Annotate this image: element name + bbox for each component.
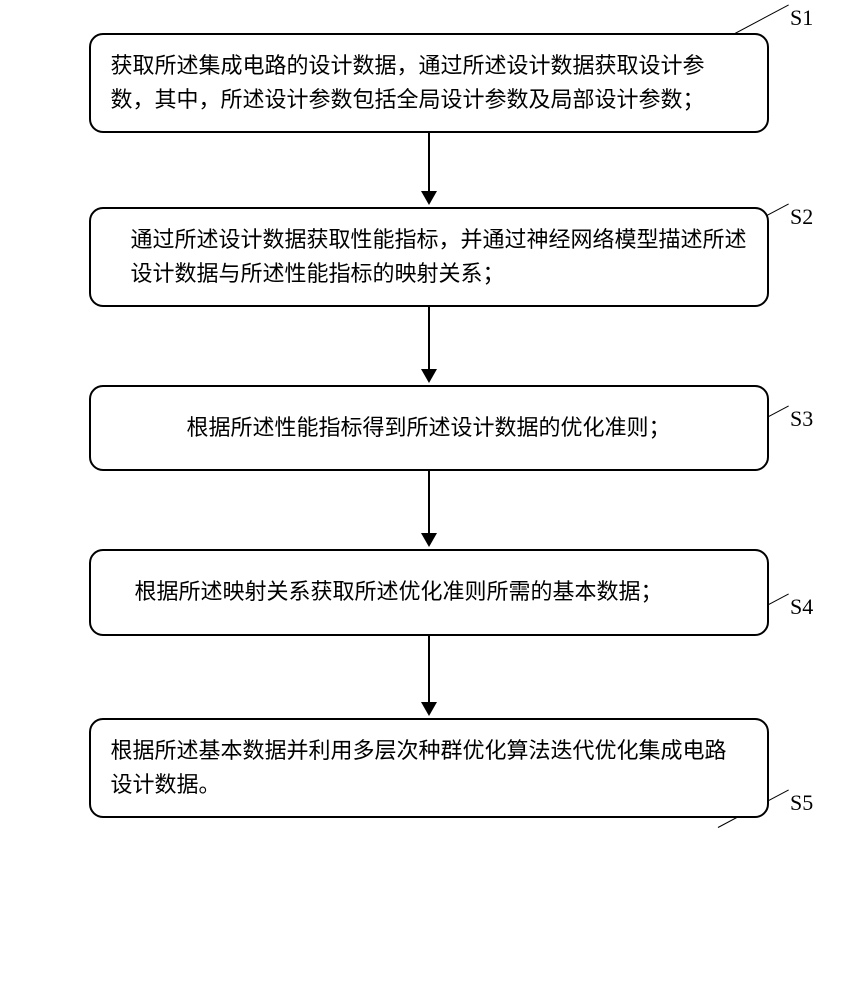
- step-label-s5: S5: [790, 790, 813, 816]
- step-label-s2: S2: [790, 204, 813, 230]
- arrow-s4-s5: [89, 636, 769, 718]
- step-label-s1: S1: [790, 5, 813, 31]
- step-text-s5: 根据所述基本数据并利用多层次种群优化算法迭代优化集成电路设计数据。: [111, 734, 747, 802]
- arrow-s2-s3: [89, 307, 769, 385]
- flowchart-step-s5: 根据所述基本数据并利用多层次种群优化算法迭代优化集成电路设计数据。: [89, 718, 769, 818]
- step-text-s4: 根据所述映射关系获取所述优化准则所需的基本数据；: [111, 575, 747, 609]
- flowchart-step-s2: 通过所述设计数据获取性能指标，并通过神经网络模型描述所述设计数据与所述性能指标的…: [89, 207, 769, 307]
- step-label-s3: S3: [790, 406, 813, 432]
- flowchart-step-s1: 获取所述集成电路的设计数据，通过所述设计数据获取设计参数，其中，所述设计参数包括…: [89, 33, 769, 133]
- arrow-s3-s4: [89, 471, 769, 549]
- step-label-s4: S4: [790, 594, 813, 620]
- step-text-s3: 根据所述性能指标得到所述设计数据的优化准则；: [111, 411, 747, 445]
- step-text-s2: 通过所述设计数据获取性能指标，并通过神经网络模型描述所述设计数据与所述性能指标的…: [111, 223, 747, 291]
- flowchart-container: S1 获取所述集成电路的设计数据，通过所述设计数据获取设计参数，其中，所述设计参…: [0, 0, 857, 1000]
- flowchart-step-s4: 根据所述映射关系获取所述优化准则所需的基本数据；: [89, 549, 769, 635]
- step-text-s1: 获取所述集成电路的设计数据，通过所述设计数据获取设计参数，其中，所述设计参数包括…: [111, 49, 747, 117]
- arrow-s1-s2: [89, 133, 769, 207]
- flowchart-step-s3: 根据所述性能指标得到所述设计数据的优化准则；: [89, 385, 769, 471]
